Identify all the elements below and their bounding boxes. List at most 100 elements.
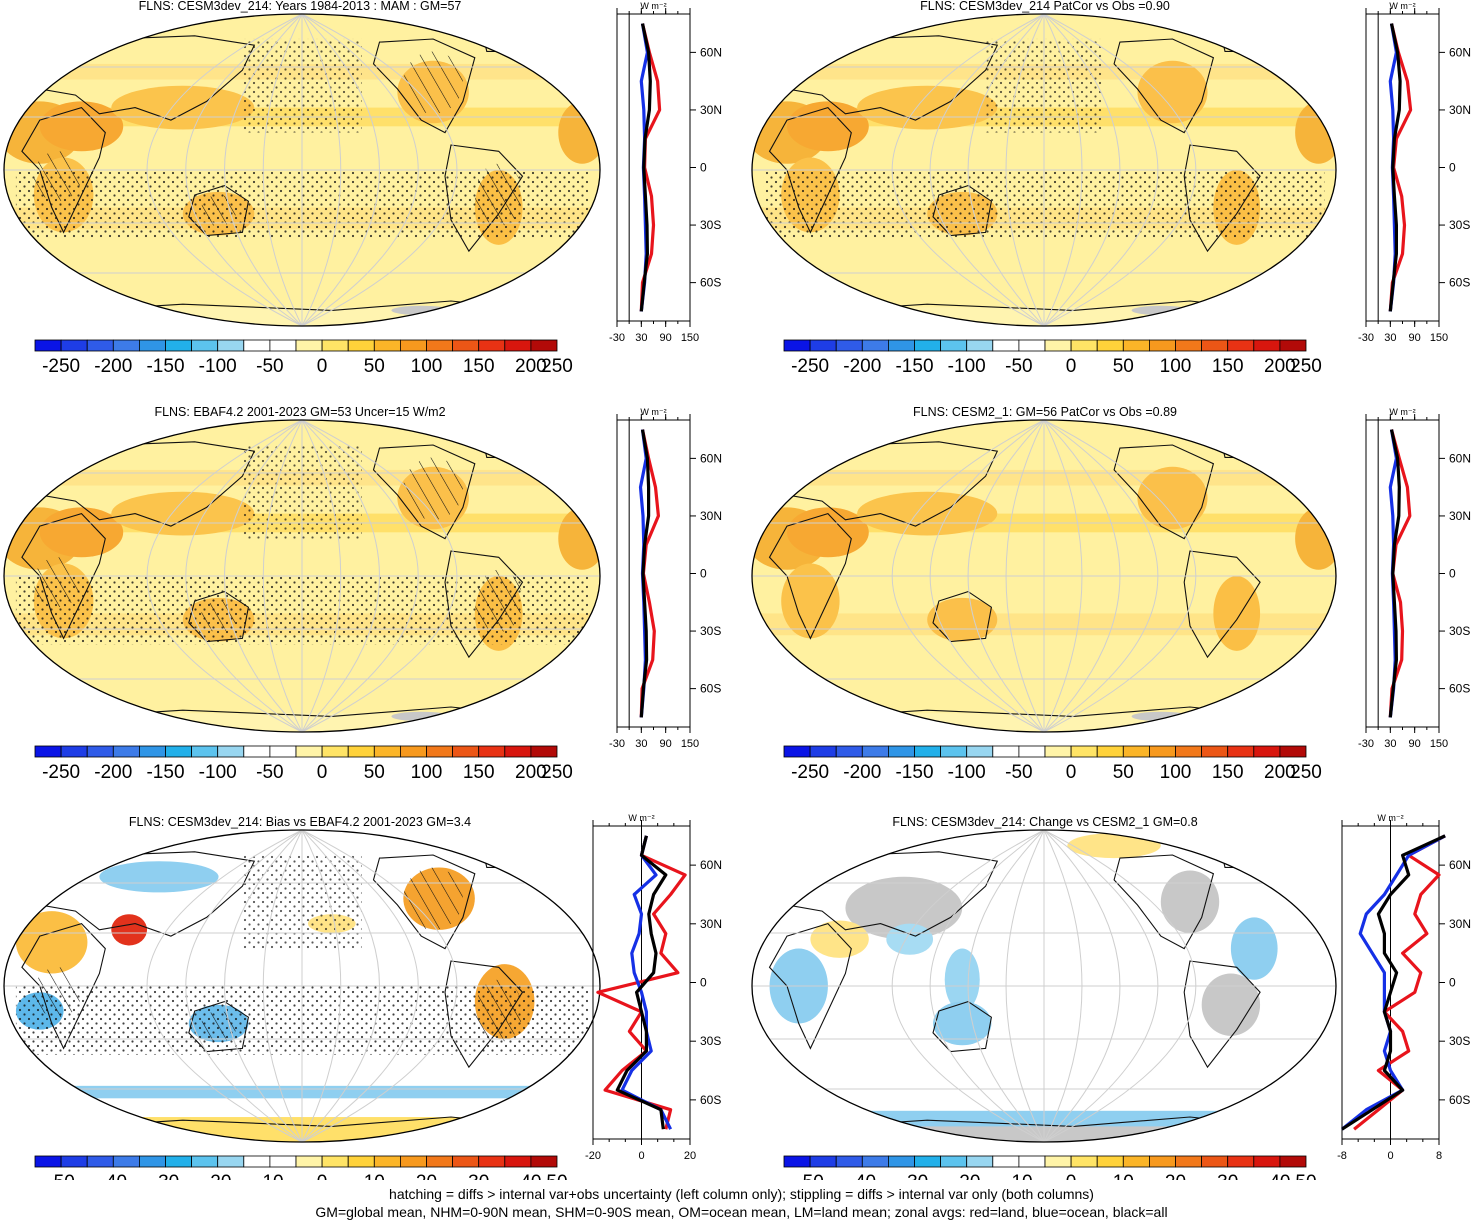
colorbar-swatch (165, 1155, 193, 1168)
footer-note-legend: GM=global mean, NHM=0-90N mean, SHM=0-90… (315, 1204, 1168, 1220)
zonal-unit-label: W m⁻² (640, 407, 666, 417)
zonal-lat-tick-label: 30N (700, 509, 722, 523)
zonal-lat-tick-label: 30S (700, 218, 721, 232)
zonal-x-tick-label: 150 (681, 332, 699, 344)
colorbar-swatch (1096, 745, 1124, 758)
colorbar-tick-label: 30 (1217, 1172, 1238, 1180)
zonal-x-tick-label: 30 (635, 332, 647, 344)
colorbar-swatch (1175, 745, 1203, 758)
colorbar-swatch (1149, 745, 1176, 758)
continent-outline-eurasia (786, 35, 999, 121)
colorbar-swatch (809, 745, 837, 758)
colorbar-tick-label: 50 (1113, 356, 1134, 377)
colorbar-swatch (861, 1155, 889, 1168)
colorbar-tick-label: -100 (948, 762, 986, 783)
colorbar-swatch (1044, 339, 1072, 352)
colorbar-swatch (426, 1155, 454, 1168)
colorbar-swatch (1201, 339, 1229, 352)
colorbar-swatch (783, 1155, 811, 1168)
colorbar-swatch (966, 745, 994, 758)
zonal-unit-label: W m⁻² (628, 813, 654, 823)
colorbar-tick-label: 10 (1113, 1172, 1134, 1180)
colorbar-swatch (86, 1155, 114, 1168)
zonal-lat-tick-label: 60S (1449, 276, 1470, 290)
colorbar-swatch (191, 1155, 219, 1168)
zonal-x-tick-label: 90 (660, 738, 672, 750)
zonal-lat-tick-label: 60N (700, 45, 722, 59)
colorbar-swatch (1044, 1155, 1072, 1168)
colorbar-swatch (269, 1155, 297, 1168)
map-title: FLNS: CESM3dev_214: Change vs CESM2_1 GM… (892, 815, 1197, 829)
colorbar-swatch (809, 339, 837, 352)
zonal-line-ocean (620, 835, 673, 1130)
colorbar-swatch (138, 1155, 166, 1168)
colorbar-tick-label: 150 (1212, 356, 1244, 377)
colorbar-swatch (1018, 339, 1046, 352)
colorbar-tick-label: 0 (1066, 1172, 1077, 1180)
map-title: FLNS: CESM3dev_214: Bias vs EBAF4.2 2001… (129, 815, 471, 829)
colorbar-tick-label: -250 (42, 356, 80, 377)
colorbar-swatch (888, 745, 915, 758)
colorbar-tick-label: 150 (1212, 762, 1244, 783)
colorbar-tick-label: -150 (895, 356, 933, 377)
zonal-lat-tick-label: 0 (1449, 567, 1456, 581)
colorbar-swatch (940, 339, 968, 352)
zonal-lat-tick-label: 60N (700, 858, 722, 872)
colorbar-swatch (295, 745, 323, 758)
colorbar-swatch (1096, 1155, 1124, 1168)
colorbar-tick-label: -100 (199, 762, 237, 783)
continent-outline-south-america (1183, 960, 1261, 1069)
colorbar-swatch (243, 745, 271, 758)
colorbar-swatch (478, 1155, 506, 1168)
map-border (751, 13, 1337, 327)
colorbar-swatch (478, 745, 506, 758)
colorbar-swatch (1227, 1155, 1255, 1168)
map-title: FLNS: CESM2_1: GM=56 PatCor vs Obs =0.89 (913, 405, 1177, 419)
colorbar-tick-label: 100 (411, 356, 443, 377)
colorbar-swatch (112, 339, 140, 352)
colorbar-swatch (992, 1155, 1020, 1168)
colorbar-swatch (914, 1155, 942, 1168)
colorbar-swatch (1279, 1155, 1307, 1168)
zonal-x-tick-label: 8 (1436, 1150, 1442, 1162)
colorbar-tick-label: 0 (1066, 762, 1077, 783)
map-border (751, 419, 1337, 733)
colorbar-swatch (1018, 745, 1046, 758)
colorbar-swatch (1149, 1155, 1176, 1168)
continent-outline-north-america (372, 444, 476, 540)
colorbar-swatch (295, 1155, 323, 1168)
colorbar-swatch (888, 339, 915, 352)
continent-outline-australia (932, 1000, 993, 1053)
zonal-x-tick-label: -30 (609, 738, 625, 750)
colorbar-swatch (243, 1155, 271, 1168)
colorbar-swatch (60, 1155, 88, 1168)
zonal-lat-tick-label: 30N (1449, 509, 1471, 523)
colorbar-5: -50 -40 -30 -20 -10 0 10 20 30 40 50 (34, 1155, 568, 1180)
colorbar-swatch (861, 745, 889, 758)
colorbar-swatch (1253, 1155, 1281, 1168)
zonal-x-tick-label: 30 (635, 738, 647, 750)
colorbar-tick-label: -30 (901, 1172, 928, 1180)
colorbar-swatch (60, 339, 88, 352)
colorbar-swatch (1253, 745, 1281, 758)
zonal-x-tick-label: 150 (1430, 738, 1448, 750)
colorbar-swatch (269, 745, 297, 758)
colorbar-swatch (1253, 339, 1281, 352)
colorbar-swatch (452, 745, 480, 758)
colorbar-tick-label: -150 (146, 356, 184, 377)
colorbar-swatch (504, 745, 532, 758)
map-panel-5: FLNS: CESM3dev_214: Bias vs EBAF4.2 2001… (3, 815, 601, 1143)
colorbar-tick-label: -50 (1005, 356, 1032, 377)
map-border (3, 13, 601, 327)
figure-canvas: FLNS: CESM3dev_214: Years 1984-2013 : MA… (3, 0, 1471, 1180)
zonal-x-tick-label: 90 (1409, 332, 1421, 344)
colorbar-swatch (888, 1155, 915, 1168)
colorbar-swatch (1096, 339, 1124, 352)
map-border (3, 419, 601, 733)
colorbar-tick-label: -10 (256, 1172, 283, 1180)
zonal-panel-1: -30 30 90 150 W m⁻² 60N 30N 0 30S 60S (609, 1, 722, 344)
zonal-frame (616, 419, 691, 728)
